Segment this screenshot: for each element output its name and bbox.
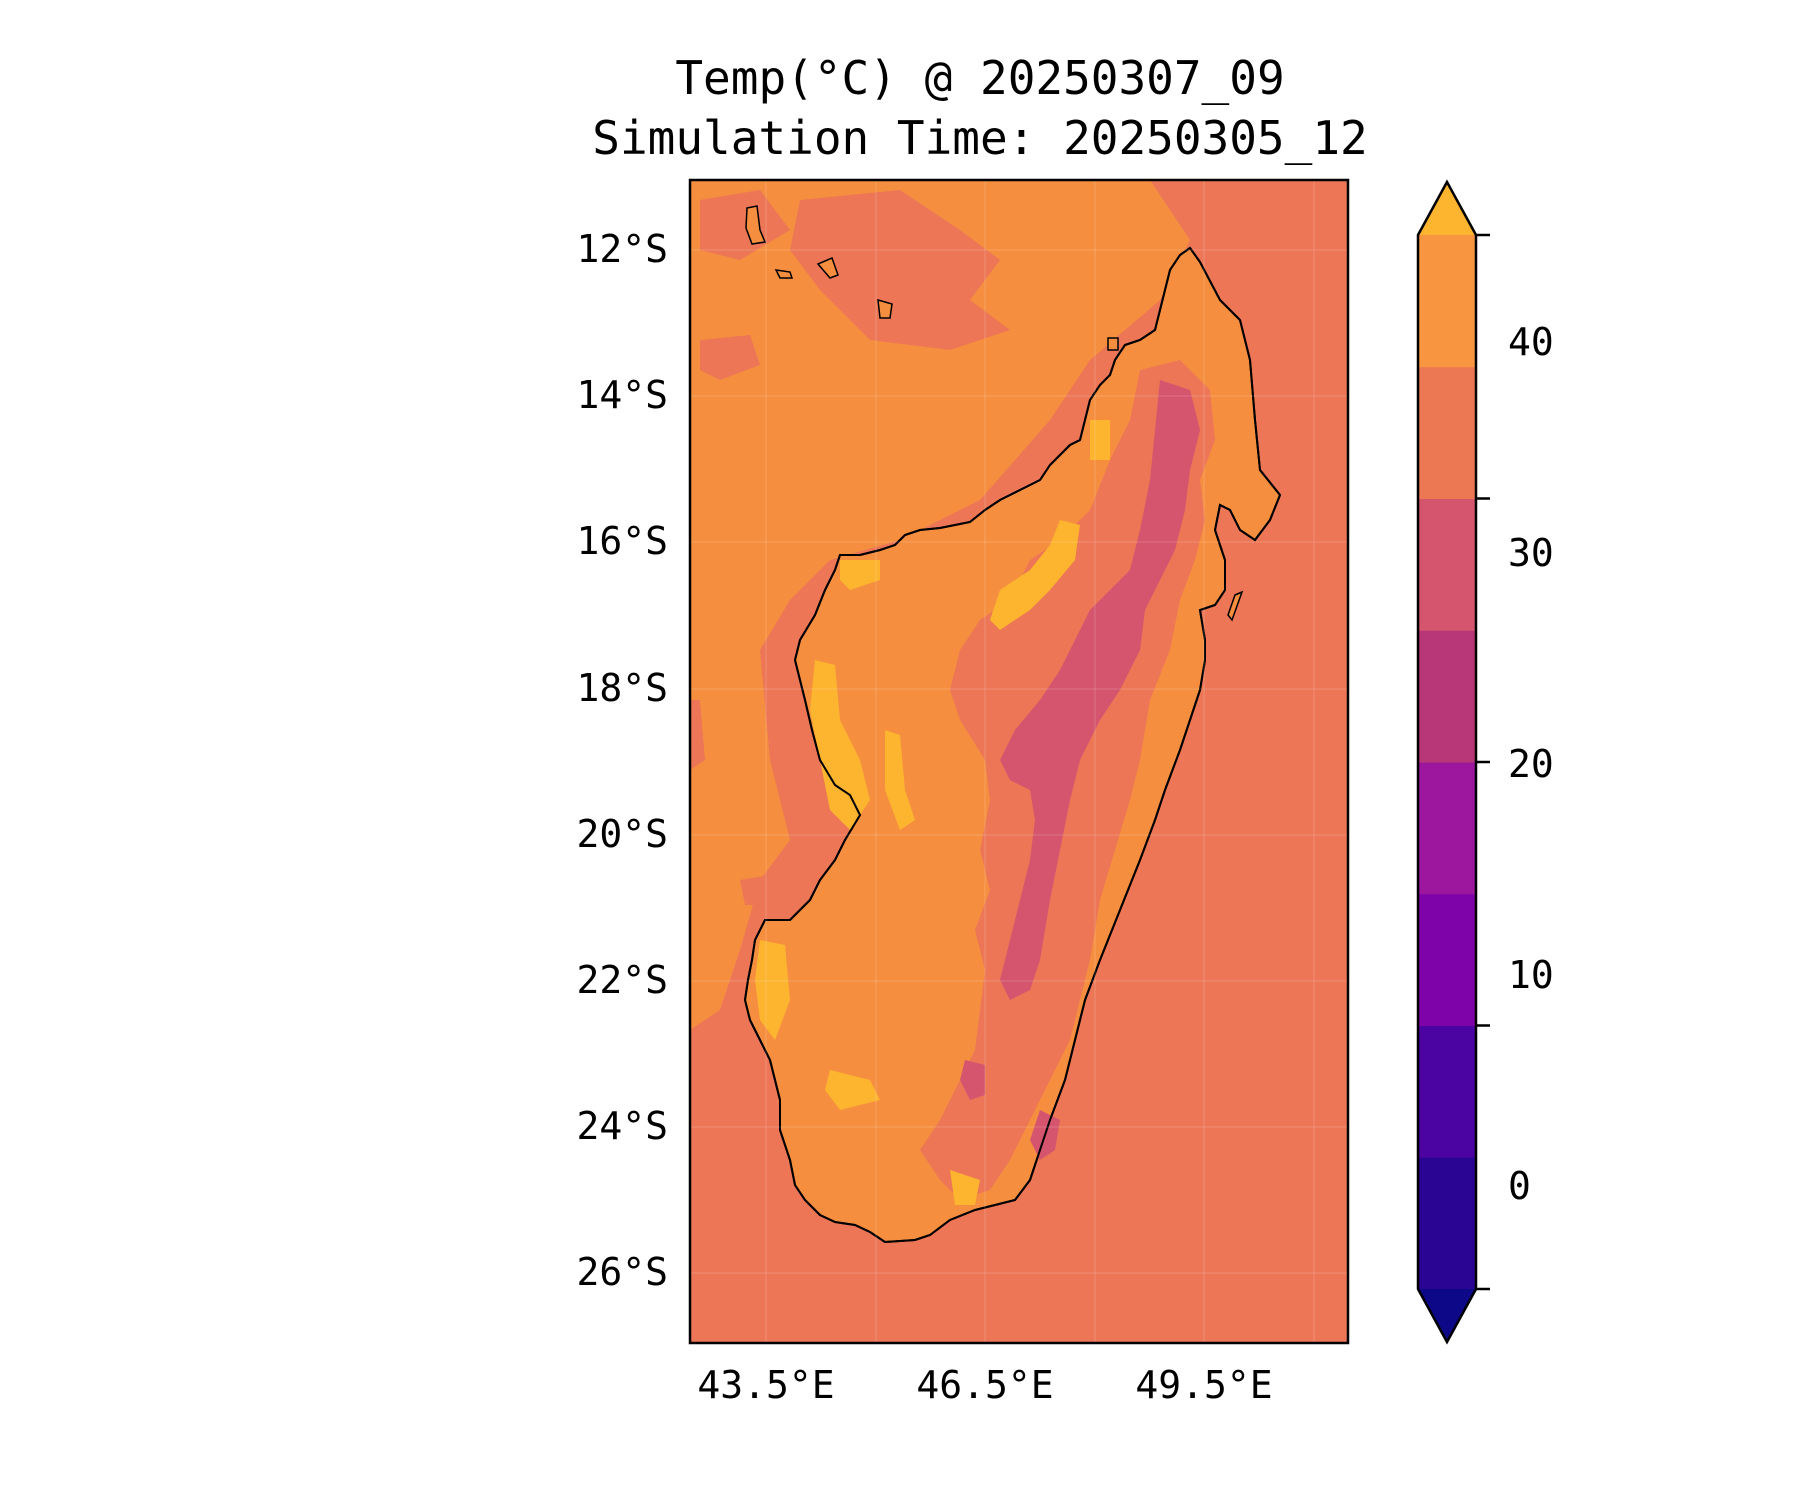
lon-tick-label: 46.5°E — [916, 1363, 1053, 1407]
ocean-cool-patch — [700, 190, 790, 260]
ocean-cool-patch — [690, 700, 705, 770]
coastline — [743, 246, 1282, 1244]
lat-tick-label: 16°S — [576, 519, 668, 563]
hot-zone — [825, 1070, 880, 1110]
longitude-axis: 43.5°E 46.5°E 49.5°E — [697, 1363, 1272, 1407]
lat-tick-label: 26°S — [576, 1250, 668, 1294]
lat-tick-label: 24°S — [576, 1104, 668, 1148]
hot-zone — [1090, 420, 1110, 460]
map-subtitle: Simulation Time: 20250305_12 — [592, 111, 1368, 165]
colorbar-ticks: 0 10 20 30 40 — [1508, 320, 1554, 1208]
latitude-axis: 12°S 14°S 16°S 18°S 20°S 22°S 24°S 26°S — [576, 227, 668, 1294]
map-gridlines — [690, 180, 1348, 1343]
hot-zone — [990, 520, 1080, 630]
highland-core-zone — [1000, 380, 1200, 1000]
colorbar-band — [1418, 1157, 1476, 1290]
island-outline — [816, 256, 839, 279]
colorbar-tick-label: 0 — [1508, 1164, 1531, 1208]
colorbar-band — [1418, 235, 1476, 368]
colorbar-extend-max — [1418, 182, 1476, 235]
island-outline — [877, 298, 893, 319]
hot-zone — [755, 940, 790, 1040]
lat-tick-label: 18°S — [576, 666, 668, 710]
hot-zone — [840, 560, 880, 590]
hot-zone — [885, 730, 915, 830]
colorbar-band — [1418, 630, 1476, 763]
highland-core-zone — [960, 1060, 985, 1100]
colorbar-tick-label: 20 — [1508, 742, 1554, 786]
colorbar-band — [1418, 366, 1476, 499]
colorbar-extend-min — [1418, 1289, 1476, 1342]
colorbar-tick-label: 30 — [1508, 531, 1554, 575]
colorbar-tick-label: 40 — [1508, 320, 1554, 364]
island-outline — [774, 269, 794, 279]
colorbar-band — [1418, 498, 1476, 631]
lat-tick-label: 20°S — [576, 812, 668, 856]
lon-tick-label: 43.5°E — [697, 1363, 834, 1407]
colorbar-band — [1418, 1025, 1476, 1158]
colorbar-tick-label: 10 — [1508, 953, 1554, 997]
island-outline — [745, 205, 767, 245]
lat-tick-label: 22°S — [576, 958, 668, 1002]
ocean-cool-patch — [790, 190, 1010, 350]
colorbar-band — [1418, 762, 1476, 895]
warm-ocean-zone — [690, 180, 1190, 1030]
lat-tick-label: 12°S — [576, 227, 668, 271]
hot-zone — [950, 1170, 980, 1205]
map-frame — [688, 178, 1350, 1345]
map-panel — [690, 180, 1348, 1343]
ocean-cool-patch — [700, 335, 760, 380]
colorbar — [1416, 179, 1490, 1345]
lat-tick-label: 14°S — [576, 373, 668, 417]
island-outline — [1227, 590, 1244, 622]
hot-zone — [810, 660, 870, 830]
colorbar-band — [1418, 893, 1476, 1026]
lon-tick-label: 49.5°E — [1135, 1363, 1272, 1407]
map-title: Temp(°C) @ 20250307_09 — [675, 51, 1285, 105]
island-outline — [1107, 337, 1119, 351]
